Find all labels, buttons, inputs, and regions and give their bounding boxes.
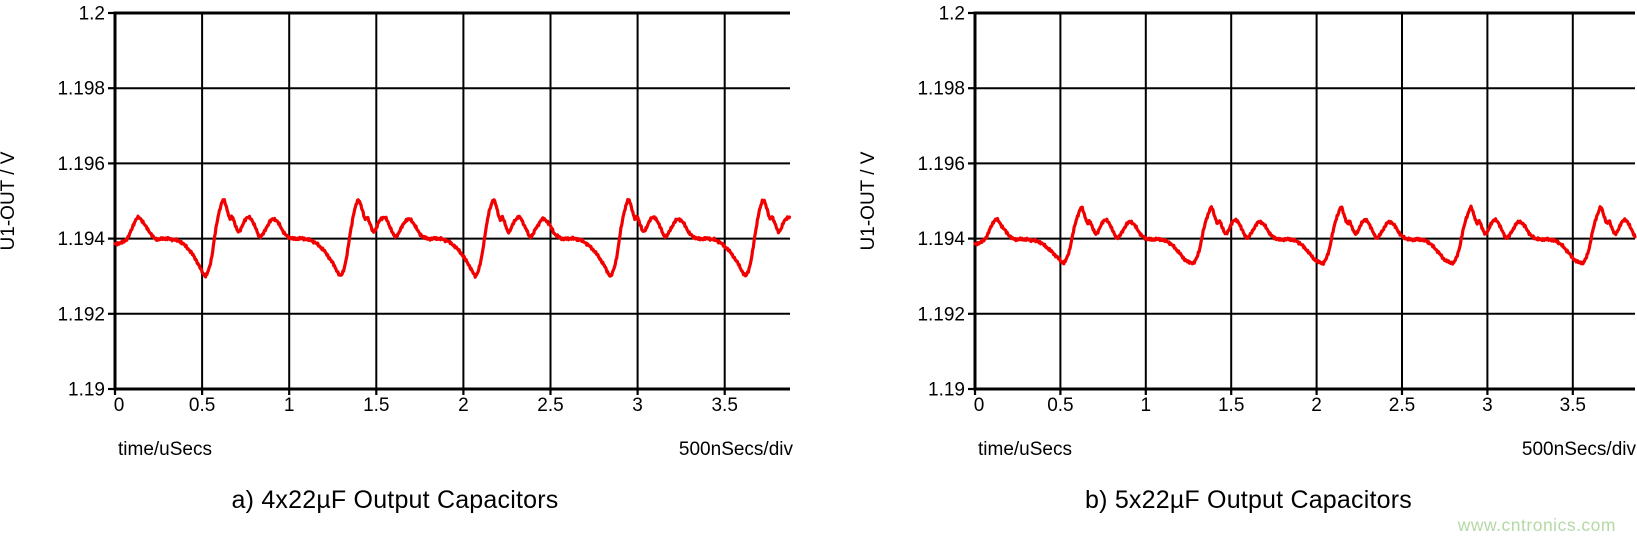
x-tick-label: 3 <box>632 395 643 416</box>
y-tick-label: 1.194 <box>917 229 965 250</box>
y-tick-label: 1.19 <box>68 380 105 401</box>
grid <box>115 11 790 389</box>
chart-panel-a: 1.19 1.192 1.194 1.196 1.198 1.2 0 0.5 1 1.5 2 2.5 3… <box>0 0 810 462</box>
x-tick-label: 1.5 <box>1218 395 1244 416</box>
x-tick-label: 1 <box>1141 395 1152 416</box>
caption-a: a) 4x22µF Output Capacitors <box>231 486 559 514</box>
y-tick-label: 1.194 <box>57 229 105 250</box>
x-tick-label: 2.5 <box>537 395 563 416</box>
y-axis-title: U1-OUT / V <box>0 151 19 250</box>
x-scale-per-div-label: 500nSecs/div <box>1522 439 1637 460</box>
x-axis-label: time/uSecs <box>118 439 212 460</box>
y-tick-label: 1.192 <box>57 304 105 325</box>
x-tick-label: 2 <box>458 395 469 416</box>
watermark: www.cntronics.com <box>1457 515 1616 535</box>
x-tick-label: 0.5 <box>189 395 215 416</box>
y-tick-label: 1.2 <box>79 4 105 25</box>
waveform-chart: 1.19 1.192 1.194 1.196 1.198 1.2 0 0.5 1 1.5 2 2.5 3… <box>0 4 794 461</box>
y-tick-label: 1.19 <box>928 380 965 401</box>
waveform-trace <box>113 197 792 279</box>
y-tick-label: 1.196 <box>917 154 965 175</box>
x-tick-label: 3.5 <box>711 395 737 416</box>
x-tick-label: 2 <box>1311 395 1322 416</box>
x-tick-label: 0.5 <box>1047 395 1073 416</box>
caption-b: b) 5x22µF Output Capacitors <box>1085 486 1412 514</box>
waveform-chart: 1.19 1.192 1.194 1.196 1.198 1.2 0 0.5 1 1.5 2 2.5 3… <box>858 4 1637 460</box>
grid <box>975 11 1635 389</box>
chart-panel-b: 1.19 1.192 1.194 1.196 1.198 1.2 0 0.5 1 1.5 2 2.5 3… <box>858 0 1637 462</box>
y-tick-label: 1.2 <box>939 4 965 25</box>
x-tick-label: 0 <box>114 395 125 416</box>
waveform-trace <box>973 204 1637 266</box>
x-tick-label: 2.5 <box>1389 395 1415 416</box>
y-axis-title: U1-OUT / V <box>860 151 879 250</box>
x-tick-label: 1.5 <box>363 395 389 416</box>
x-scale-per-div-label: 500nSecs/div <box>679 439 794 460</box>
x-tick-label: 1 <box>284 395 295 416</box>
y-tick-label: 1.196 <box>57 154 105 175</box>
y-tick-label: 1.192 <box>917 304 965 325</box>
y-tick-label: 1.198 <box>57 79 105 100</box>
y-tick-label: 1.198 <box>917 79 965 100</box>
x-tick-label: 0 <box>974 395 985 416</box>
x-axis-label: time/uSecs <box>978 439 1072 460</box>
x-tick-label: 3 <box>1482 395 1493 416</box>
x-tick-label: 3.5 <box>1560 395 1586 416</box>
